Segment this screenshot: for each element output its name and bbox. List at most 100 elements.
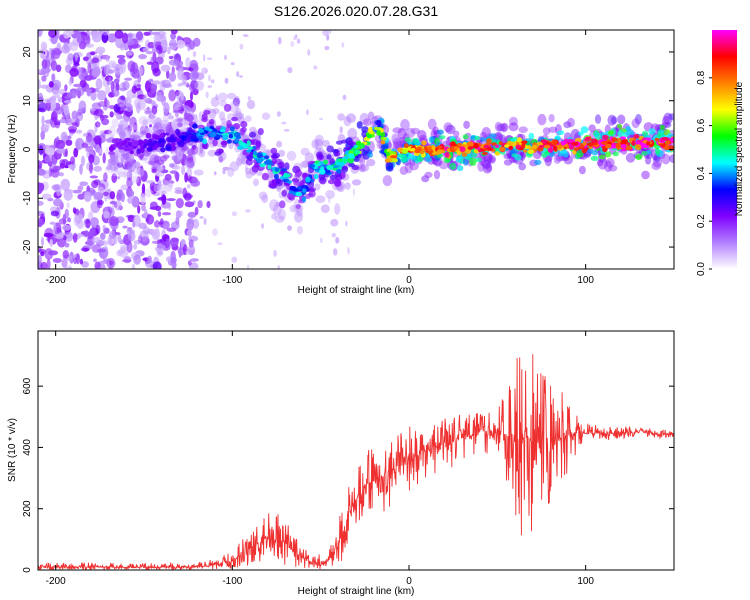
noise-blob	[149, 206, 158, 210]
ridge-blob	[203, 109, 211, 115]
noise-blob	[175, 100, 182, 108]
noise-blob	[224, 77, 229, 84]
noise-blob	[99, 114, 109, 119]
ridge-blob	[115, 163, 124, 174]
noise-blob	[81, 142, 89, 149]
ridge-blob	[136, 148, 142, 154]
noise-blob	[133, 254, 142, 265]
ridge-blob	[481, 151, 489, 155]
ridge-blob	[397, 153, 404, 158]
ridge-blob	[449, 162, 457, 170]
ridge-blob	[467, 146, 473, 150]
ridge-blob	[542, 127, 551, 135]
ridge-blob	[246, 149, 252, 153]
noise-blob	[153, 220, 161, 228]
snr-x-tick-label: -200	[46, 576, 66, 587]
noise-blob	[87, 233, 96, 237]
noise-blob	[276, 111, 281, 117]
ridge-blob	[466, 141, 474, 148]
ridge-blob	[335, 162, 342, 166]
noise-blob	[77, 32, 82, 44]
ridge-blob	[635, 154, 643, 160]
noise-blob	[111, 173, 117, 184]
ridge-blob	[409, 161, 419, 171]
ridge-blob	[294, 172, 301, 178]
noise-blob	[165, 238, 170, 247]
noise-blob	[352, 187, 355, 196]
noise-blob	[88, 154, 95, 164]
noise-blob	[52, 258, 62, 263]
ridge-blob	[159, 133, 165, 139]
ridge-blob	[368, 126, 373, 133]
ridge-blob	[536, 141, 543, 146]
noise-blob	[109, 111, 114, 118]
noise-blob	[79, 163, 83, 175]
ridge-blob	[394, 140, 405, 150]
ridge-blob	[620, 140, 627, 146]
ridge-blob	[326, 154, 332, 160]
ridge-blob	[261, 172, 269, 181]
ridge-blob	[281, 189, 287, 197]
snr-y-tick-label: 0	[22, 567, 33, 573]
ridge-blob	[605, 143, 612, 149]
ridge-blob	[278, 161, 285, 168]
noise-blob	[103, 64, 111, 76]
spectrogram-y-tick-label: -10	[22, 191, 33, 206]
ridge-blob	[319, 161, 324, 166]
ridge-blob	[477, 160, 485, 172]
noise-blob	[115, 71, 121, 83]
noise-blob	[107, 33, 117, 43]
noise-blob	[319, 117, 324, 121]
noise-blob	[145, 180, 155, 184]
spectrogram-x-tick-label: 0	[406, 275, 412, 286]
noise-blob	[38, 182, 44, 195]
ridge-blob	[501, 122, 509, 132]
ridge-blob	[257, 128, 264, 136]
noise-blob	[103, 172, 108, 183]
ridge-blob	[105, 138, 112, 143]
ridge-blob	[154, 122, 162, 127]
noise-blob	[51, 83, 60, 95]
noise-blob	[151, 61, 160, 74]
ridge-blob	[604, 151, 612, 158]
ridge-blob	[220, 140, 228, 146]
ridge-blob	[474, 157, 482, 163]
noise-blob	[244, 164, 248, 171]
ridge-blob	[551, 139, 558, 146]
ridge-blob	[144, 152, 150, 157]
noise-blob	[88, 244, 93, 249]
ridge-blob	[332, 165, 339, 169]
snr-x-tick-label: 0	[406, 576, 412, 587]
noise-blob	[217, 242, 223, 246]
noise-blob	[83, 191, 92, 203]
noise-blob	[61, 116, 67, 120]
ridge-blob	[459, 146, 466, 152]
noise-blob	[175, 210, 182, 219]
noise-blob	[73, 62, 80, 67]
ridge-blob	[154, 135, 160, 140]
noise-blob	[151, 105, 158, 115]
noise-blob	[76, 253, 80, 265]
spectrogram-x-label: Height of straight line (km)	[298, 285, 415, 296]
ridge-blob	[596, 159, 604, 167]
spectrogram-x-tick-label: -100	[222, 275, 242, 286]
ridge-blob	[604, 160, 613, 173]
ridge-blob	[380, 136, 387, 141]
noise-blob	[186, 229, 192, 237]
ridge-blob	[160, 147, 166, 153]
noise-blob	[212, 228, 218, 236]
noise-blob	[184, 172, 189, 183]
ridge-blob	[157, 183, 166, 195]
noise-blob	[63, 99, 72, 104]
noise-blob	[51, 47, 61, 60]
ridge-blob	[359, 112, 370, 125]
ridge-blob	[597, 158, 608, 170]
noise-blob	[163, 102, 170, 114]
noise-blob	[50, 100, 57, 110]
noise-blob	[168, 115, 174, 120]
ridge-blob	[641, 170, 650, 180]
noise-blob	[190, 91, 193, 101]
noise-blob	[273, 249, 277, 257]
noise-blob	[102, 152, 106, 164]
ridge-blob	[403, 143, 409, 149]
